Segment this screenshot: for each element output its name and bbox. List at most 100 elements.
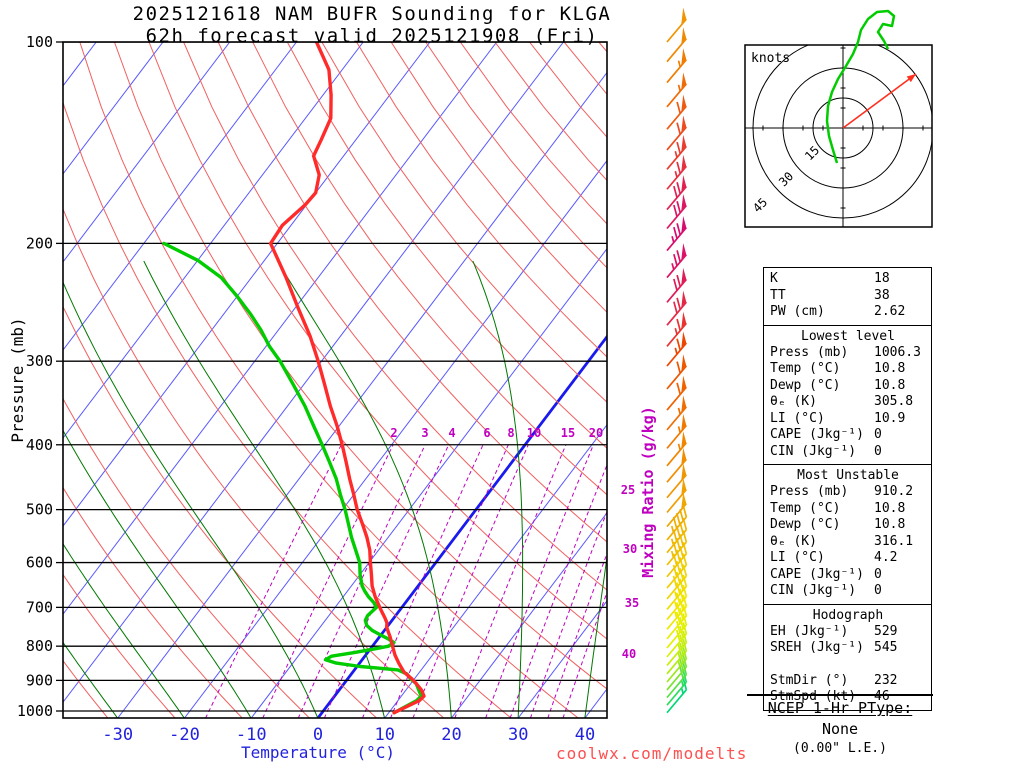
stat-row: Temp (°C) 10.8 — [770, 501, 926, 518]
stat-label: K — [770, 271, 778, 286]
mixing-ratio-label: 8 — [507, 426, 514, 440]
dewpoint-curve — [162, 241, 424, 715]
wind-barb — [666, 7, 687, 43]
mixing-ratio-label: 3 — [421, 426, 428, 440]
stat-label: CIN (Jkg⁻¹) — [770, 443, 857, 459]
pressure-tick-label: 800 — [26, 637, 53, 655]
pressure-gridlines — [63, 42, 607, 712]
stat-row: CAPE (Jkg⁻¹) 0 — [770, 427, 926, 444]
stat-value: 316.1 — [874, 533, 914, 549]
wind-barb — [666, 48, 687, 84]
pressure-tick-label: 600 — [26, 554, 53, 572]
stat-value: 1006.3 — [874, 344, 921, 360]
pressure-tick-label: 700 — [26, 598, 53, 616]
mixing-ratio-lines — [205, 444, 607, 718]
stat-value: 0 — [874, 443, 882, 459]
temp-tick-label: 30 — [508, 725, 528, 745]
watermark: coolwx.com/modelts — [556, 744, 748, 763]
stat-row: StmSpd (kt) 46 — [770, 689, 926, 706]
stat-value: 10.9 — [874, 410, 906, 426]
temp-tick-label: 10 — [374, 725, 394, 745]
stat-value: 10.8 — [874, 377, 906, 393]
stat-label: TT — [770, 287, 786, 303]
wind-barb — [666, 175, 687, 211]
stat-label: Temp (°C) — [770, 361, 841, 376]
temp-tick-label: 0 — [313, 725, 323, 745]
pressure-tick-label: 400 — [26, 436, 53, 454]
mixing-ratio-label: 25 — [621, 483, 635, 497]
stat-row: θₑ (K) 305.8 — [770, 394, 926, 411]
stat-value: 0 — [874, 566, 882, 582]
mixing-ratio-label: 40 — [622, 647, 636, 661]
page-title: 2025121618 NAM BUFR Sounding for KLGA — [132, 3, 612, 25]
wind-barb — [666, 564, 688, 600]
stat-row: LI (°C) 10.9 — [770, 411, 926, 428]
mixing-ratio-label: 10 — [527, 426, 541, 440]
stat-label: Press (mb) — [770, 344, 849, 360]
profiles — [162, 42, 426, 715]
moist-adiabats — [63, 260, 607, 718]
wind-barb — [666, 375, 687, 411]
stat-label: StmSpd (kt) — [770, 689, 857, 704]
table-section: Most Unstable Press (mb) 910.2 Temp (°C) 10.… — [764, 464, 931, 604]
stat-label: CAPE (Jkg⁻¹) — [770, 427, 864, 442]
hodograph-border — [744, 44, 933, 228]
pressure-axis-label: Pressure (mb) — [8, 317, 27, 443]
temp-tick-label: 40 — [575, 725, 595, 745]
mixing-ratio-label: 35 — [625, 596, 639, 610]
wind-barb — [666, 542, 688, 578]
stat-value: 2.62 — [874, 304, 906, 319]
hodograph-trace — [825, 9, 896, 164]
stat-row: TT 38 — [770, 288, 926, 305]
mixing-ratio-labels: 2 3 4 6 8 10 15 20 25 30 35 40 — [390, 426, 639, 661]
stat-label: Press (mb) — [770, 484, 849, 499]
hodograph-units-label: knots — [751, 51, 790, 66]
stat-row: Dewp (°C) 10.8 — [770, 378, 926, 395]
stat-value: 545 — [874, 640, 898, 655]
stat-label: EH (Jkg⁻¹) — [770, 623, 849, 639]
stat-value: 0 — [874, 583, 882, 598]
wind-barb — [666, 431, 687, 467]
stat-label: Temp (°C) — [770, 500, 841, 516]
ptype-liquid-equivalent: (0.00" L.E.) — [793, 741, 887, 756]
stat-label: Dewp (°C) — [770, 377, 841, 393]
stat-row: Temp (°C) 10.8 — [770, 361, 926, 378]
wind-barb — [666, 134, 687, 170]
stat-value: 18 — [874, 271, 890, 286]
stat-value: 10.8 — [874, 517, 906, 532]
stat-label: LI (°C) — [770, 410, 825, 426]
wind-barb — [666, 463, 687, 499]
mixing-ratio-label: 15 — [561, 426, 575, 440]
pressure-tick-label: 500 — [26, 501, 53, 519]
pressure-tick-label: 900 — [26, 671, 53, 689]
wind-barb — [666, 193, 687, 230]
pressure-tick-label: 300 — [26, 352, 53, 370]
wind-barb — [666, 154, 687, 190]
stat-label: Dewp (°C) — [770, 517, 841, 532]
wind-barb — [666, 72, 687, 108]
ptype-title: NCEP 1-Hr PType: — [767, 699, 913, 717]
wind-barb — [666, 243, 687, 279]
wind-barb — [666, 311, 687, 347]
wind-barb — [666, 613, 688, 649]
table-section: Hodograph EH (Jkg⁻¹) 529 SREH (Jkg⁻¹) 545 Stm… — [764, 603, 931, 710]
stat-label: CIN (Jkg⁻¹) — [770, 583, 857, 598]
stat-value: 46 — [874, 689, 890, 704]
stats-table: K 18 TT 38 PW (cm) 2.62 Lowest level Press (mb)… — [763, 267, 932, 711]
temperature-curve — [268, 42, 426, 715]
wind-barb — [666, 492, 687, 528]
stat-row: CAPE (Jkg⁻¹) 0 — [770, 567, 926, 584]
storm-motion-arrow — [842, 73, 917, 129]
section-header: Most Unstable — [797, 468, 899, 483]
wind-barb — [666, 604, 688, 640]
stat-label: LI (°C) — [770, 550, 825, 565]
wind-barb — [666, 290, 687, 326]
wind-barb — [666, 395, 687, 431]
stat-label: SREH (Jkg⁻¹) — [770, 640, 864, 655]
temp-tick-label: -10 — [236, 725, 267, 745]
mixing-ratio-label: 2 — [390, 426, 397, 440]
temp-tick-label: -30 — [102, 725, 133, 745]
wind-barb — [666, 354, 687, 390]
